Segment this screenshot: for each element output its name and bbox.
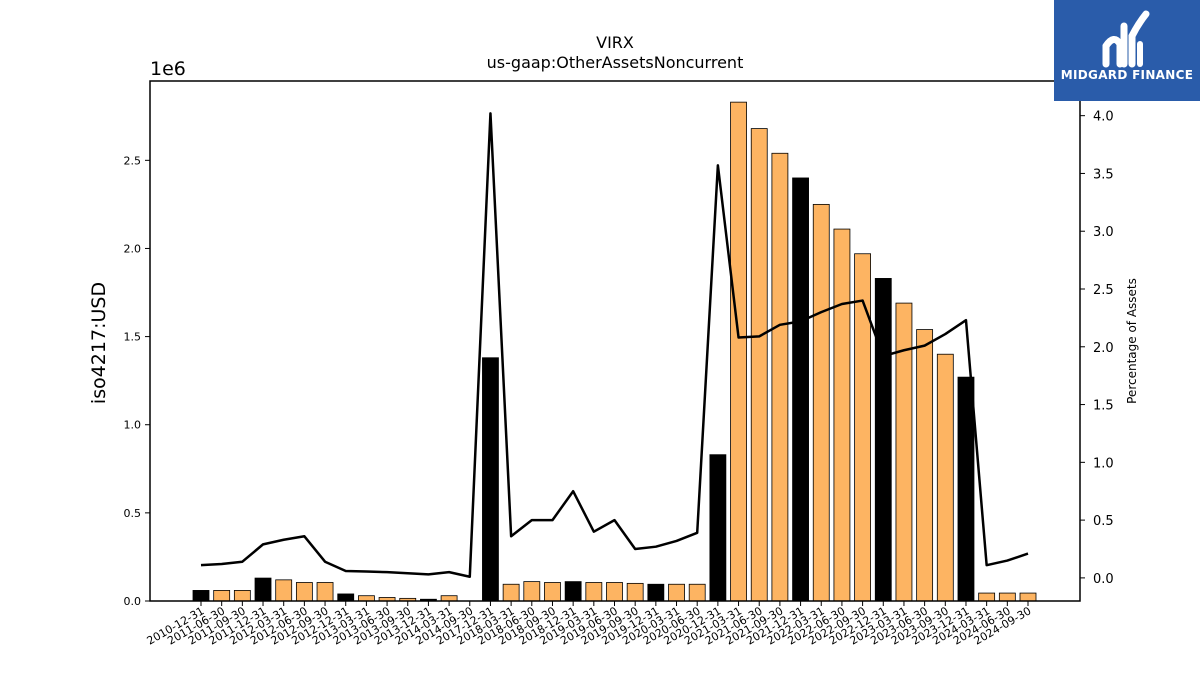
bar xyxy=(295,582,313,602)
bar xyxy=(668,583,685,602)
bar xyxy=(337,593,355,602)
y2-tick-label: 0.0 xyxy=(1093,572,1114,587)
bar xyxy=(833,228,851,602)
midgard-finance-logo: MIDGARD FINANCE xyxy=(1054,0,1200,101)
bar xyxy=(978,592,996,602)
chart-title: VIRX xyxy=(596,33,634,52)
bar xyxy=(564,581,582,602)
bar xyxy=(709,454,727,602)
y-tick-label: 1.5 xyxy=(124,331,142,344)
y2-tick-label: 2.0 xyxy=(1093,341,1114,356)
bar xyxy=(771,152,789,602)
y2-tick-label: 1.0 xyxy=(1093,456,1114,471)
y-tick-label: 0.0 xyxy=(124,595,142,608)
bar xyxy=(544,582,561,602)
y2-axis-label: Percentage of Assets xyxy=(1125,278,1139,404)
y2-tick-label: 3.5 xyxy=(1093,167,1114,182)
bar xyxy=(730,101,747,602)
bar xyxy=(440,595,458,602)
bar xyxy=(254,577,272,602)
bar xyxy=(482,357,499,602)
bar xyxy=(585,582,603,602)
bar xyxy=(275,579,293,602)
bar xyxy=(998,592,1016,602)
bar xyxy=(688,583,706,602)
bar xyxy=(957,376,975,602)
bar xyxy=(502,583,520,602)
chart-subtitle: us-gaap:OtherAssetsNoncurrent xyxy=(487,53,744,72)
bar xyxy=(357,595,375,602)
logo-text: MIDGARD FINANCE xyxy=(1060,68,1194,82)
bar xyxy=(606,582,623,602)
y-tick-label: 2.0 xyxy=(124,242,142,255)
y-tick-label: 2.5 xyxy=(124,154,142,167)
y2-tick-label: 3.0 xyxy=(1093,225,1114,240)
y2-tick-label: 1.5 xyxy=(1093,399,1114,414)
plot-frame xyxy=(149,80,1081,602)
y2-tick-label: 0.5 xyxy=(1093,514,1114,529)
bar xyxy=(192,590,210,602)
y-offset-label: 1e6 xyxy=(150,58,186,80)
bar xyxy=(1019,592,1037,602)
bar xyxy=(936,353,954,602)
percentage-line xyxy=(200,112,1029,578)
y2-tick-label: 2.5 xyxy=(1093,283,1114,298)
bar xyxy=(792,177,809,602)
bar xyxy=(647,583,665,602)
y2-tick-label: 4.0 xyxy=(1093,110,1114,125)
bar xyxy=(854,253,871,602)
bar xyxy=(626,582,644,602)
bar xyxy=(316,582,334,602)
bar xyxy=(812,203,830,602)
bar xyxy=(213,590,231,602)
bar xyxy=(233,590,251,602)
y-tick-label: 1.0 xyxy=(124,419,142,432)
midgard-logo-icon xyxy=(1102,10,1150,68)
y-tick-label: 0.5 xyxy=(124,507,142,520)
y-axis-label: iso4217:USD xyxy=(88,282,110,404)
bar xyxy=(750,128,768,602)
bar xyxy=(916,329,934,602)
bar xyxy=(523,581,541,602)
bar xyxy=(874,278,892,602)
